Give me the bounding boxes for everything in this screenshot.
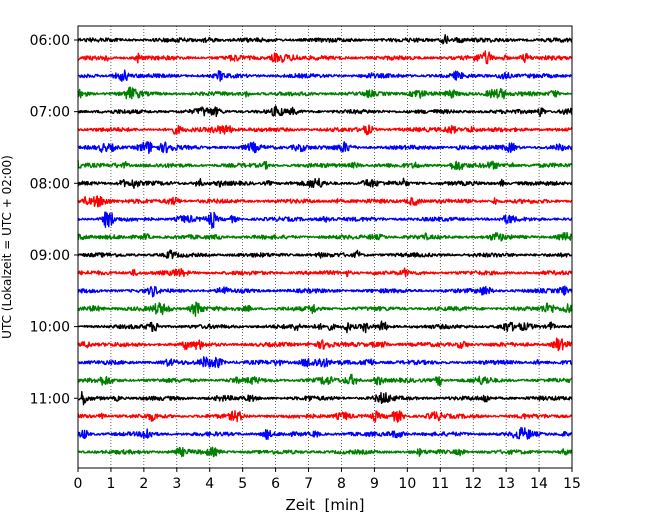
- seismogram-trace: [77, 337, 573, 352]
- y-tick-label: 07:00: [30, 105, 70, 121]
- seismogram-trace: [77, 211, 573, 229]
- seismogram-trace: [77, 105, 573, 118]
- x-tick-label: 9: [370, 476, 379, 492]
- seismogram-trace: [77, 356, 573, 369]
- seismogram-trace: [77, 69, 573, 82]
- seismogram-trace: [77, 391, 573, 406]
- x-tick-label: 2: [139, 476, 148, 492]
- seismogram-trace: [77, 231, 573, 242]
- seismogram-trace: [77, 410, 573, 423]
- x-tick-label: 7: [304, 476, 313, 492]
- trace-rows: [77, 34, 573, 458]
- seismogram-trace: [77, 320, 573, 334]
- seismogram-trace: [77, 446, 573, 458]
- plot-frame: [77, 25, 573, 469]
- x-tick-label: 4: [205, 476, 214, 492]
- y-tick-label: 08:00: [30, 176, 70, 192]
- seismogram-trace: [77, 285, 573, 298]
- y-tick-label: 11:00: [30, 391, 70, 407]
- seismogram-trace: [77, 195, 573, 208]
- x-tick-label: 15: [563, 476, 581, 492]
- seismogram-trace: [77, 34, 573, 45]
- y-tick-label: 09:00: [30, 248, 70, 264]
- y-axis-label: UTC (Lokalzeit = UTC + 02:00): [0, 155, 14, 339]
- y-tick-label: 10:00: [30, 320, 70, 336]
- x-axis-label: Zeit [min]: [285, 496, 364, 514]
- x-tick-label: 14: [530, 476, 548, 492]
- y-axis: 06:00 07:00 08:00 09:00 10:00 11:00: [30, 33, 78, 407]
- seismogram-trace: [77, 50, 573, 65]
- seismogram-trace: [77, 160, 573, 171]
- seismogram-trace: [77, 177, 573, 190]
- x-tick-label: 11: [431, 476, 449, 492]
- x-tick-label: 6: [271, 476, 280, 492]
- x-tick-label: 12: [464, 476, 482, 492]
- seismogram-trace: [77, 267, 573, 278]
- x-tick-label: 10: [398, 476, 416, 492]
- plot-area: [78, 26, 572, 468]
- seismogram-trace: [77, 249, 573, 260]
- seismogram-trace: [77, 141, 573, 155]
- seismogram-trace: [77, 373, 573, 387]
- y-tick-label: 06:00: [30, 33, 70, 49]
- seismogram-trace: [77, 86, 573, 100]
- seismogram-trace: [77, 427, 573, 441]
- x-tick-label: 13: [497, 476, 515, 492]
- seismogram-trace: [77, 124, 573, 136]
- x-tick-label: 1: [106, 476, 115, 492]
- x-tick-label: 8: [337, 476, 346, 492]
- seismogram-trace: [77, 301, 573, 317]
- x-tick-label: 5: [238, 476, 247, 492]
- x-tick-label: 0: [74, 476, 83, 492]
- x-axis: 0 1 2 3 4 5 6 7 8 9 10 11 12 13 14 15: [74, 468, 581, 492]
- x-tick-label: 3: [172, 476, 181, 492]
